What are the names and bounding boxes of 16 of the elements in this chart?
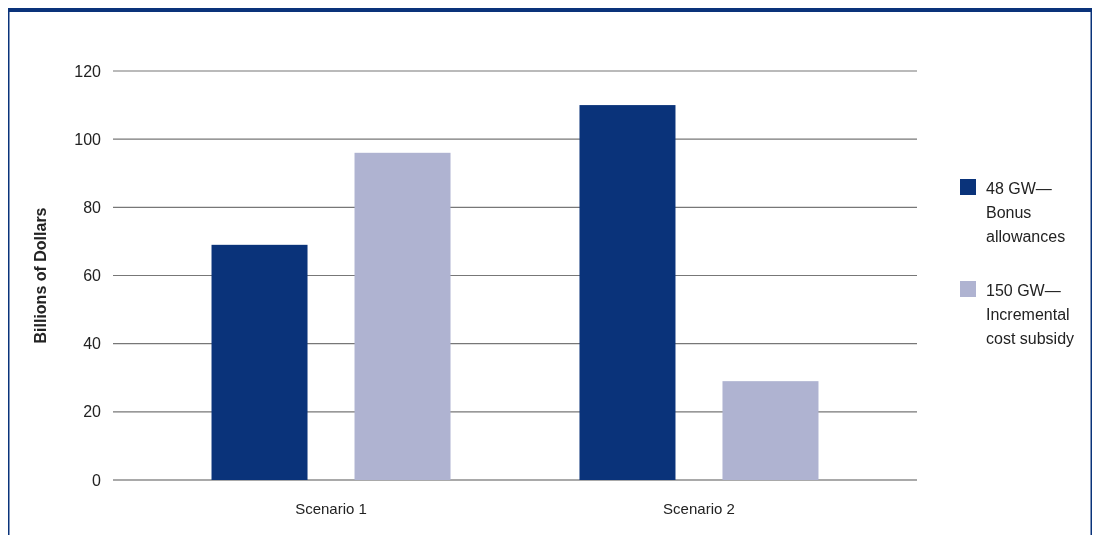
legend-label: 48 GW—Bonus allowances (986, 179, 1066, 245)
y-tick-label: 0 (92, 471, 102, 489)
bar (722, 381, 819, 480)
bar (211, 244, 308, 480)
x-tick-label: Scenario 2 (663, 500, 735, 517)
bar (579, 105, 676, 480)
y-tick-label: 40 (83, 335, 102, 353)
y-tick-label: 20 (83, 403, 102, 421)
y-tick-label: 100 (74, 130, 102, 148)
y-tick-label: 80 (83, 198, 102, 216)
y-tick-label: 60 (83, 267, 102, 285)
legend-label: 150 GW—Incremental cost subsidy (986, 281, 1075, 347)
bar (354, 152, 451, 480)
x-tick-label: Scenario 1 (295, 500, 367, 517)
y-tick-label: 120 (74, 62, 102, 80)
y-axis-title: Billions of Dollars (32, 207, 49, 344)
